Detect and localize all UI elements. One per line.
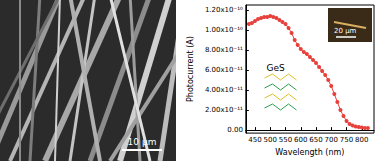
svg-text:Photocurrent (A): Photocurrent (A) — [186, 36, 195, 102]
svg-text:1.00x10⁻¹⁰: 1.00x10⁻¹⁰ — [205, 26, 243, 34]
svg-text:Wavelength (nm): Wavelength (nm) — [275, 148, 344, 157]
svg-text:550: 550 — [279, 136, 292, 144]
svg-text:500: 500 — [264, 136, 277, 144]
svg-text:800: 800 — [355, 136, 368, 144]
svg-text:4.00x10⁻¹¹: 4.00x10⁻¹¹ — [205, 86, 243, 94]
svg-text:600: 600 — [294, 136, 307, 144]
svg-text:2.00x10⁻¹¹: 2.00x10⁻¹¹ — [205, 106, 243, 114]
svg-text:8.00x10⁻¹¹: 8.00x10⁻¹¹ — [205, 46, 243, 54]
svg-text:6.00x10⁻¹¹: 6.00x10⁻¹¹ — [205, 66, 243, 74]
svg-text:1.20x10⁻¹⁰: 1.20x10⁻¹⁰ — [205, 6, 243, 14]
svg-text:10 µm: 10 µm — [128, 137, 157, 147]
svg-text:700: 700 — [325, 136, 338, 144]
svg-text:GeS: GeS — [267, 63, 286, 73]
svg-text:650: 650 — [309, 136, 322, 144]
svg-text:450: 450 — [248, 136, 261, 144]
svg-text:0.00: 0.00 — [227, 126, 243, 134]
svg-text:750: 750 — [340, 136, 353, 144]
svg-text:20 µm: 20 µm — [334, 27, 357, 35]
